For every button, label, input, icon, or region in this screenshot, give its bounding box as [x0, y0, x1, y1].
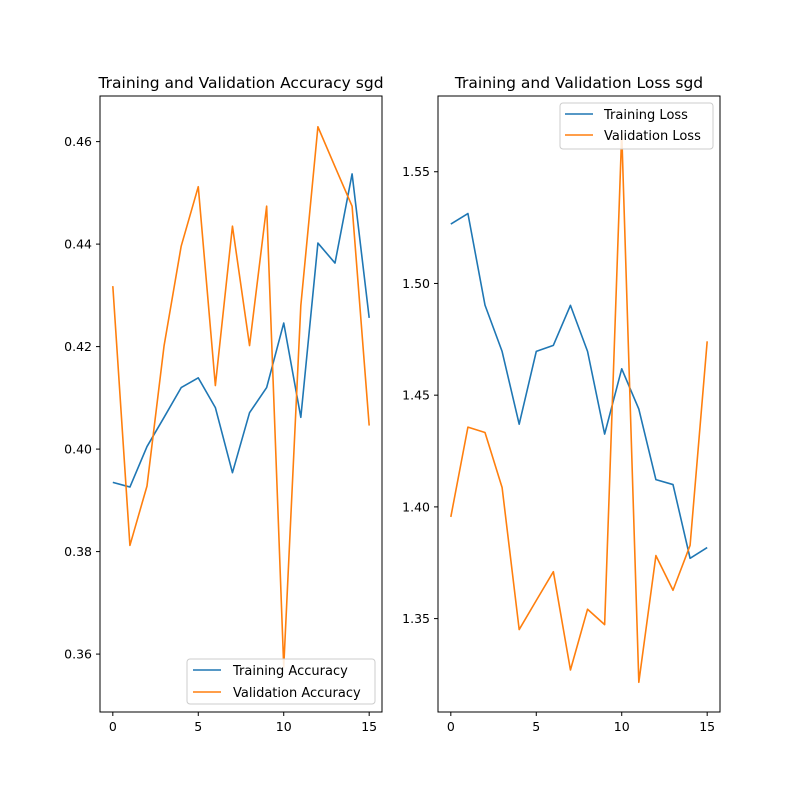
loss-plot-area: [450, 131, 708, 684]
legend-label-training-accuracy: Training Accuracy: [232, 664, 348, 679]
accuracy-xtick-label: 15: [361, 719, 377, 734]
accuracy-ytick-label: 0.42: [64, 339, 92, 354]
accuracy-xtick-label: 5: [194, 719, 202, 734]
loss-ytick-label: 1.45: [402, 388, 430, 403]
legend-label-validation-loss: Validation Loss: [604, 129, 701, 144]
accuracy-ytick-label: 0.40: [64, 442, 92, 457]
legend-label-training-loss: Training Loss: [603, 108, 688, 123]
series-line-validation-loss: [450, 131, 708, 684]
accuracy-axes-frame: [99, 95, 383, 713]
loss-chart-title: Training and Validation Loss sgd: [454, 74, 703, 92]
loss-xtick-label: 0: [447, 719, 455, 734]
accuracy-subplot: Training and Validation Accuracy sgd 0 5 1…: [64, 74, 383, 734]
accuracy-legend: Training Accuracy Validation Accuracy: [186, 658, 376, 705]
loss-axes-frame: [437, 95, 721, 713]
loss-legend: Training Loss Validation Loss: [559, 102, 714, 150]
loss-xtick-label: 15: [699, 719, 715, 734]
accuracy-ytick-label: 0.38: [64, 544, 92, 559]
accuracy-ytick-label: 0.46: [64, 134, 92, 149]
loss-subplot: Training and Validation Loss sgd 0 5 10 15 1…: [402, 74, 721, 734]
accuracy-axis-ticks: 0 5 10 15 0.36 0.38 0.40 0.42 0.44 0.46: [64, 134, 377, 734]
accuracy-ytick-label: 0.44: [64, 237, 92, 252]
loss-ytick-label: 1.40: [402, 499, 430, 514]
loss-ytick-label: 1.50: [402, 276, 430, 291]
series-line-training-loss: [450, 212, 708, 560]
loss-ytick-label: 1.55: [402, 164, 430, 179]
accuracy-plot-area: [112, 125, 370, 668]
loss-ytick-label: 1.35: [402, 611, 430, 626]
accuracy-ytick-label: 0.36: [64, 647, 92, 662]
loss-xtick-label: 5: [532, 719, 540, 734]
accuracy-chart-title: Training and Validation Accuracy sgd: [97, 74, 383, 92]
loss-legend-box: [559, 102, 714, 150]
legend-label-validation-accuracy: Validation Accuracy: [233, 686, 361, 701]
accuracy-xtick-label: 0: [109, 719, 117, 734]
series-line-validation-accuracy: [112, 125, 370, 668]
accuracy-legend-box: [186, 658, 376, 705]
series-line-training-accuracy: [112, 173, 370, 488]
accuracy-xtick-label: 10: [276, 719, 292, 734]
loss-axis-ticks: 0 5 10 15 1.35 1.40 1.45 1.50 1.55: [402, 164, 715, 734]
loss-xtick-label: 10: [614, 719, 630, 734]
